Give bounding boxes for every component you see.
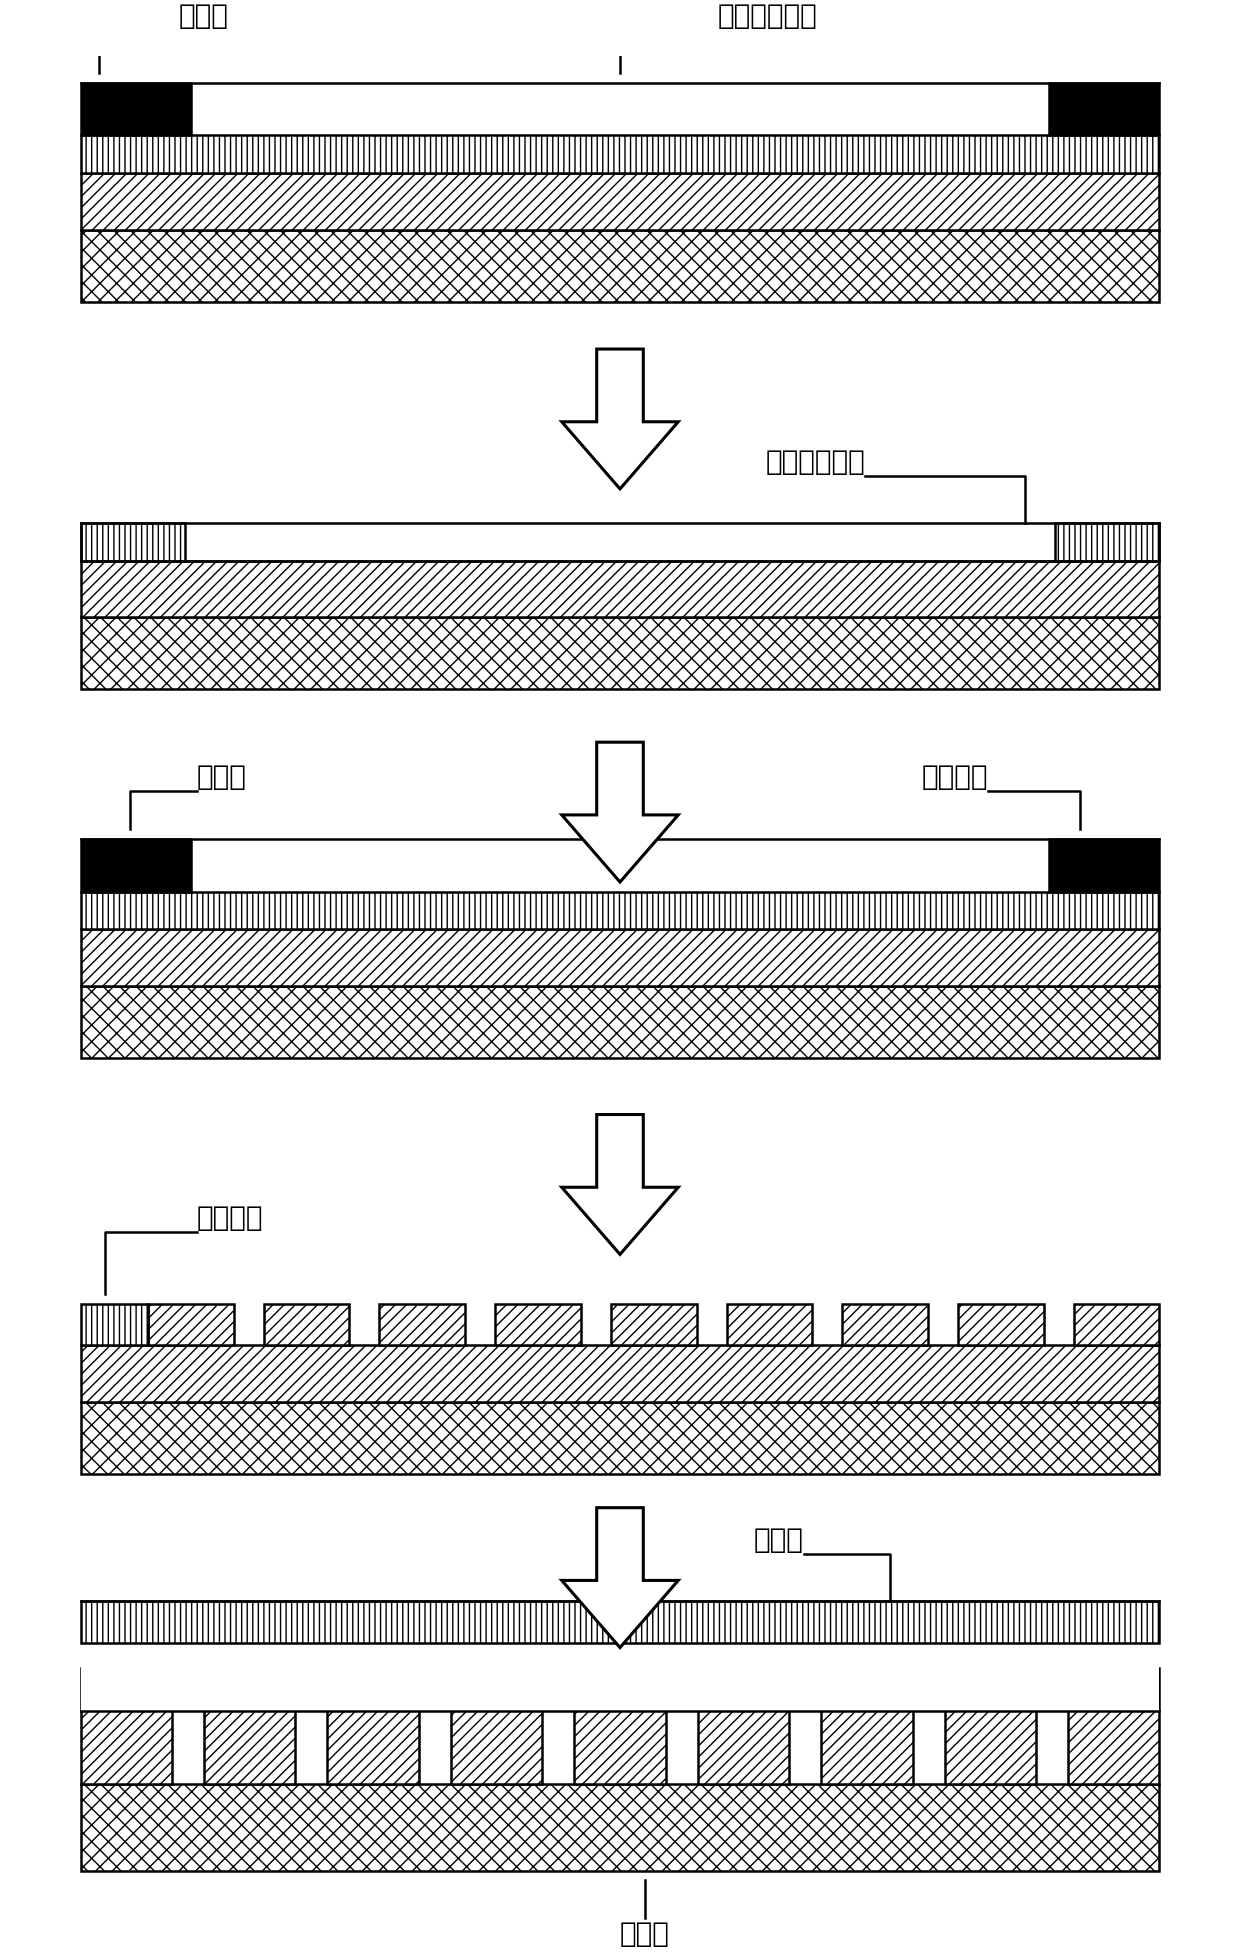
Bar	[327, 1668, 419, 1784]
Text: 透明导电材料: 透明导电材料	[765, 447, 866, 476]
Bar	[81, 229, 1159, 302]
Bar	[81, 523, 185, 561]
Bar	[81, 135, 1159, 172]
Polygon shape	[562, 1115, 678, 1254]
Bar	[495, 1303, 580, 1345]
Polygon shape	[562, 743, 678, 882]
Bar	[264, 1303, 350, 1345]
Text: 光阻膜: 光阻膜	[179, 2, 228, 29]
Bar	[1049, 839, 1159, 892]
Polygon shape	[562, 1507, 678, 1648]
Bar	[81, 561, 1159, 617]
Bar	[81, 1345, 1159, 1401]
Bar	[81, 1784, 1159, 1870]
Bar	[81, 892, 1159, 929]
Text: 铂板层: 铂板层	[754, 1525, 804, 1554]
Text: 金属走线: 金属走线	[197, 1203, 263, 1231]
Text: 金属走线: 金属走线	[921, 762, 988, 792]
Bar	[1068, 1668, 1159, 1784]
Bar	[1074, 1303, 1159, 1345]
Bar	[727, 1303, 812, 1345]
Text: 光阻膜: 光阻膜	[197, 762, 247, 792]
Bar	[81, 929, 1159, 986]
Bar	[148, 1303, 233, 1345]
Bar	[1049, 82, 1159, 135]
Bar	[81, 82, 191, 135]
Text: 金属导电材料: 金属导电材料	[718, 2, 818, 29]
Bar	[81, 1401, 1159, 1474]
Bar	[81, 172, 1159, 229]
Bar	[81, 1601, 1159, 1642]
Text: 基板层: 基板层	[620, 1919, 670, 1948]
Bar	[81, 1303, 148, 1345]
Bar	[611, 1303, 697, 1345]
Bar	[451, 1668, 542, 1784]
Bar	[842, 1303, 928, 1345]
Bar	[81, 617, 1159, 690]
Bar	[821, 1668, 913, 1784]
Bar	[81, 1668, 172, 1784]
Bar	[81, 1650, 1159, 1711]
Bar	[81, 839, 191, 892]
Bar	[379, 1303, 465, 1345]
Polygon shape	[562, 349, 678, 488]
Bar	[698, 1668, 789, 1784]
Bar	[1055, 523, 1159, 561]
Bar	[574, 1668, 666, 1784]
Bar	[203, 1668, 295, 1784]
Bar	[81, 986, 1159, 1058]
Bar	[959, 1303, 1044, 1345]
Bar	[945, 1668, 1037, 1784]
